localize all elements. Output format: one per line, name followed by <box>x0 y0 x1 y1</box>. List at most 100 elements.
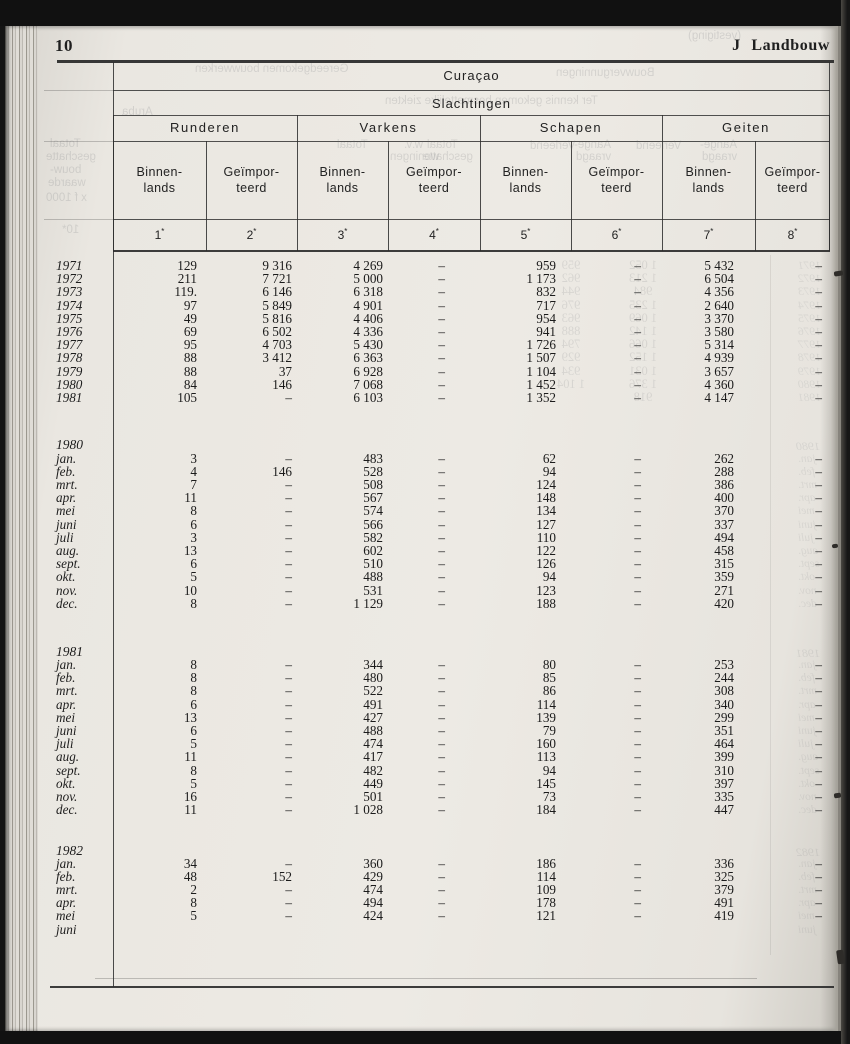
row-label: mrt. <box>56 476 78 492</box>
table-cell: 5 000 <box>353 271 383 287</box>
table-cell: – <box>285 749 292 765</box>
table-cell: – <box>438 723 445 738</box>
table-cell: – <box>285 670 292 686</box>
subheader-line2: teerd <box>601 181 632 195</box>
table-cell: – <box>634 376 641 392</box>
row-label: 1972 <box>56 271 83 287</box>
bleedthrough-text: mrt. <box>798 478 817 491</box>
table-cell: – <box>438 855 445 871</box>
table-cell: 109 <box>536 881 556 897</box>
table-cell: 114 <box>536 696 556 712</box>
bleedthrough-text: feb. <box>798 672 815 685</box>
table-border <box>113 250 830 252</box>
table-cell: 340 <box>714 696 734 712</box>
table-cell: – <box>815 696 822 712</box>
table-border <box>662 141 664 251</box>
table-cell: 146 <box>272 463 292 479</box>
table-cell: 48 <box>183 868 197 884</box>
table-cell: 832 <box>536 284 556 300</box>
table-cell: 483 <box>363 450 383 466</box>
table-cell: 5 816 <box>262 310 292 326</box>
table-cell: 105 <box>177 390 197 405</box>
table-cell: 508 <box>363 476 383 492</box>
bleedthrough-text: dec. <box>798 804 817 817</box>
table-cell: – <box>438 683 445 699</box>
table-cell: 16 <box>183 789 197 804</box>
column-subheader: Geïmpor-teerd <box>571 164 662 196</box>
table-border <box>113 115 115 141</box>
table-cell: 6 <box>190 696 197 712</box>
bleedthrough-text: juni <box>798 725 816 737</box>
table-border <box>297 115 299 141</box>
table-cell: – <box>634 723 641 738</box>
table-cell: 4 <box>190 463 197 479</box>
table-cell: 79 <box>542 723 556 738</box>
table-cell: 8 <box>190 895 197 911</box>
table-cell: 6 <box>190 516 197 532</box>
table-cell: – <box>285 516 292 532</box>
table-cell: – <box>634 868 641 884</box>
table-cell: – <box>634 582 641 598</box>
table-cell: – <box>815 363 822 379</box>
bleedthrough-text: jan. <box>798 857 816 870</box>
table-cell: 528 <box>363 463 383 479</box>
table-cell: 954 <box>536 310 556 326</box>
row-label: 1978 <box>56 350 83 366</box>
table-cell: 510 <box>363 556 383 572</box>
table-cell: – <box>634 258 641 273</box>
table-cell: 474 <box>363 881 383 897</box>
table-cell: 531 <box>363 582 383 598</box>
table-cell: – <box>438 595 445 611</box>
table-cell: 1 129 <box>353 595 383 611</box>
subheader-line1: Binnen- <box>502 165 549 179</box>
bleedthrough-text: juni <box>798 518 816 531</box>
row-label: mei <box>56 709 76 725</box>
table-cell: 566 <box>363 516 383 532</box>
column-group-header: Geiten <box>722 120 770 135</box>
table-cell: 11 <box>184 802 197 818</box>
table-cell: – <box>285 908 292 924</box>
table-cell: 148 <box>536 490 556 506</box>
row-label: sept. <box>56 556 81 572</box>
bleedthrough-text: Aange- <box>700 139 738 151</box>
table-cell: 351 <box>714 723 734 738</box>
table-cell: – <box>815 350 822 366</box>
table-cell: 3 412 <box>262 350 292 366</box>
table-cell: – <box>285 657 292 672</box>
subheader-line1: Geïmpor- <box>223 165 280 179</box>
table-cell: 501 <box>363 789 383 804</box>
table-cell: – <box>815 595 822 611</box>
bleedthrough-text: 1973 <box>798 286 821 299</box>
row-label: dec. <box>56 802 78 818</box>
bleedthrough-text: Verleend <box>530 140 576 152</box>
bleedthrough-text: 1979 <box>798 365 821 378</box>
table-cell: 10 <box>183 582 197 598</box>
table-cell: – <box>815 324 822 339</box>
scanner-background-bottom <box>0 1031 850 1044</box>
table-cell: – <box>815 516 822 532</box>
table-cell: 427 <box>363 709 383 725</box>
table-cell: 488 <box>363 569 383 585</box>
table-cell: – <box>438 503 445 519</box>
table-cell: – <box>634 556 641 572</box>
table-cell: – <box>285 789 292 804</box>
table-cell: – <box>634 542 641 558</box>
table-cell: 37 <box>278 363 292 379</box>
table-cell: 4 901 <box>353 297 383 313</box>
table-border-ghost <box>44 90 113 91</box>
table-cell: 146 <box>272 376 292 392</box>
bleedthrough-text: sept. <box>798 558 820 571</box>
bleedthrough-text: geschatte <box>423 151 473 163</box>
table-cell: 184 <box>536 802 556 818</box>
table-cell: 494 <box>714 529 734 545</box>
bleedthrough-text: mei <box>798 711 815 724</box>
table-cell: – <box>634 657 641 672</box>
row-label: apr. <box>56 490 77 506</box>
table-border <box>388 141 390 251</box>
table-cell: 186 <box>536 855 556 871</box>
table-cell: 4 360 <box>704 376 734 392</box>
table-cell: – <box>634 683 641 699</box>
table-cell: 178 <box>536 895 556 911</box>
table-cell: 2 <box>190 881 197 897</box>
table-cell: – <box>285 476 292 492</box>
